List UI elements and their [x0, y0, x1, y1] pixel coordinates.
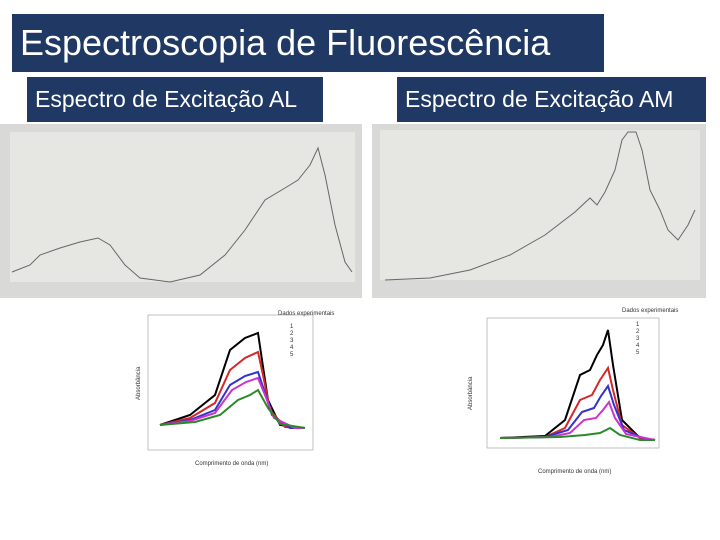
plot-frame	[147, 314, 314, 451]
paper	[380, 130, 700, 280]
paper	[10, 132, 355, 282]
legend-title: Dados experimentais	[278, 311, 334, 317]
curve	[159, 388, 306, 429]
legend-entry: 4	[290, 345, 294, 351]
panel-heading: Espectro de Excitação AM	[397, 77, 706, 122]
curve	[159, 376, 305, 429]
legend-entry: 2	[636, 329, 640, 335]
legend-entry: 3	[290, 338, 294, 344]
spectrum-curve	[11, 146, 353, 283]
legend-entry: 3	[636, 336, 640, 342]
curve	[499, 399, 656, 441]
legend-entry: 5	[290, 352, 294, 358]
plot-right: Dados experimentais 1 2 3 4 5 Compriment…	[468, 308, 678, 475]
legend-entry: 1	[636, 322, 640, 328]
curve	[499, 329, 656, 441]
plot-left: Dados experimentais 1 2 3 4 5 Compriment…	[136, 311, 334, 467]
legend-entry: 2	[290, 331, 294, 337]
y-label: Absorbância	[468, 376, 474, 410]
x-label: Comprimento de onda (nm)	[538, 469, 611, 475]
legend-title: Dados experimentais	[622, 308, 678, 314]
panel-heading: Espectro de Excitação AL	[27, 77, 323, 122]
curve	[499, 365, 656, 441]
legend-entry: 1	[290, 324, 294, 330]
legend-entry: 4	[636, 343, 640, 349]
plot-frame	[486, 317, 660, 449]
legend-entry: 5	[636, 350, 640, 356]
curve	[499, 383, 656, 441]
y-label: Absorbância	[136, 366, 142, 400]
slide-title: Espectroscopia de Fluorescência	[12, 14, 604, 72]
curve	[159, 331, 306, 429]
curve	[499, 426, 655, 441]
x-label: Comprimento de onda (nm)	[195, 461, 268, 467]
spectrum-curve	[384, 131, 696, 281]
